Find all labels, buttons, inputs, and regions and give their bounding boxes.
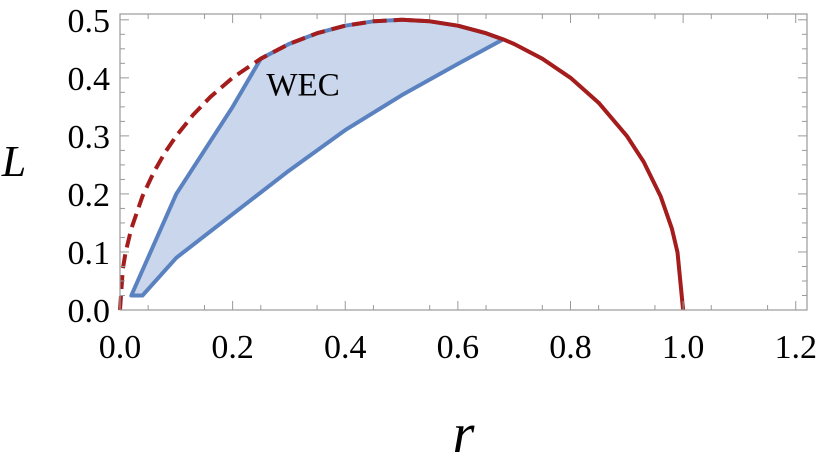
x-tick-label: 0.6 <box>437 329 480 366</box>
wec-region <box>129 17 505 298</box>
y-tick-label: 0.1 <box>68 235 111 272</box>
y-tick-label: 0.3 <box>68 119 111 156</box>
x-tick-label: 0.4 <box>324 329 367 366</box>
x-tick-label: 1.2 <box>774 329 817 366</box>
x-tick-label: 0.8 <box>549 329 592 366</box>
y-tick-label: 0.0 <box>68 293 111 330</box>
x-tick-label: 0.0 <box>99 329 142 366</box>
plot-frame <box>119 13 808 311</box>
annotation-wec: WEC <box>266 67 339 103</box>
axis-ticks <box>119 14 807 311</box>
y-tick-label: 0.5 <box>68 3 111 40</box>
x-tick-label: 0.2 <box>211 329 254 366</box>
series-solid-boundary <box>401 17 686 311</box>
series-dashed-boundary <box>118 17 402 311</box>
tick-labels: 0.0 0.2 0.4 0.6 0.8 1.0 1.2 0.0 0.1 0.2 0.3 0.4 0.5 <box>68 3 817 366</box>
x-tick-label: 1.0 <box>662 329 705 366</box>
y-tick-label: 0.4 <box>68 61 111 98</box>
y-tick-label: 0.2 <box>68 177 111 214</box>
x-axis-title: r <box>453 403 475 464</box>
y-axis-title: L <box>1 137 26 186</box>
plot-marks <box>118 17 686 311</box>
